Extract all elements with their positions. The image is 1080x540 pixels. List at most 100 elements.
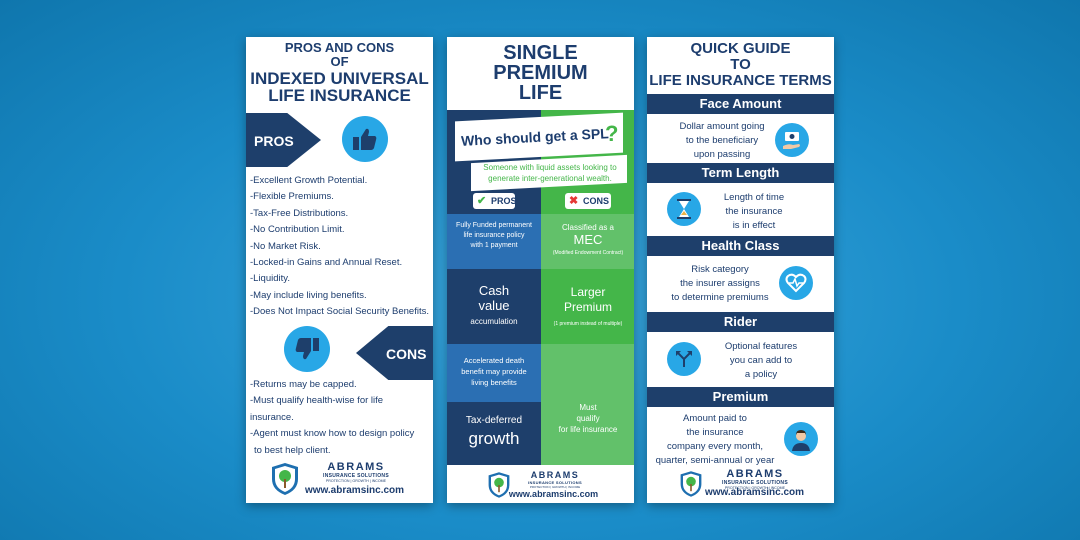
con-cell-line: for life insurance <box>558 425 618 434</box>
question-mark-icon: ? <box>605 121 619 146</box>
term-desc-line: the insurance <box>725 206 783 217</box>
con-cell-line: qualify <box>576 414 600 423</box>
check-icon: ✔ <box>477 195 487 207</box>
pros-item: -Does Not Impact Social Security Benefit… <box>250 306 429 318</box>
panel2-title: SINGLE PREMIUM LIFE <box>447 43 634 103</box>
pros-arrow-banner: PROS <box>246 113 321 167</box>
pro-cell-small: accumulation <box>470 317 518 326</box>
cons-item: insurance. <box>250 411 294 423</box>
panel2-title-line: LIFE <box>518 82 563 104</box>
logo-tagline: PROTECTION | GROWTH | INCOME <box>325 479 387 483</box>
arrows-split-icon <box>667 342 701 376</box>
term-desc-health-class: Risk category the insurer assigns to det… <box>657 263 783 305</box>
website-url: www.abramsinc.com <box>704 487 805 498</box>
logo-sub: INSURANCE SOLUTIONS <box>528 480 582 485</box>
logo-text: ABRAMS INSURANCE SOLUTIONS PROTECTION | … <box>709 469 801 491</box>
logo-sub: INSURANCE SOLUTIONS <box>323 473 389 479</box>
con-cell-1: Classified as a MEC (Modified Endowment … <box>541 214 634 269</box>
pros-list: -Excellent Growth Potential. -Flexible P… <box>250 173 429 321</box>
pros-item: -Excellent Growth Potential. <box>250 175 368 186</box>
term-bar-face-amount: Face Amount <box>647 94 834 114</box>
term-desc-line: Length of time <box>723 192 785 203</box>
pros-item: -Flexible Premiums. <box>250 191 334 203</box>
pro-cell-line: life insurance policy <box>463 232 525 239</box>
logo-name: ABRAMS <box>530 470 580 480</box>
con-cell-line: Classified as a <box>561 223 615 232</box>
con-cell-small: (Modified Endowment Contract) <box>552 250 624 256</box>
term-desc-line: the insurer assigns <box>680 278 760 289</box>
term-desc-line: the insurance <box>686 427 744 438</box>
term-desc-line: to determine premiums <box>671 292 769 303</box>
pros-cons-iul-panel: PROS AND CONS OF INDEXED UNIVERSAL LIFE … <box>246 37 433 503</box>
con-cell-small: (1 premium instead of multiple) <box>553 321 623 327</box>
logo-tagline: PROTECTION | GROWTH | INCOME <box>529 485 581 489</box>
hourglass-icon <box>667 192 701 226</box>
shield-tree-icon <box>272 463 298 495</box>
panel2-title-line: PREMIUM <box>493 62 588 84</box>
pro-cell-line: living benefits <box>471 378 517 387</box>
pro-cell-big: Cash <box>478 283 510 298</box>
panel3-title-line: QUICK GUIDE <box>690 40 791 57</box>
logo-name: ABRAMS <box>726 468 784 480</box>
term-desc-line: upon passing <box>693 149 751 160</box>
panel2-title-line: SINGLE <box>503 42 578 64</box>
pros-item: -May include living benefits. <box>250 289 367 301</box>
term-desc-face-amount: Dollar amount going to the beneficiary u… <box>667 120 777 162</box>
shield-tree-icon <box>680 471 702 497</box>
term-bar-rider: Rider <box>647 312 834 332</box>
pro-cell-line: Accelerated death <box>463 356 525 365</box>
pros-pill: ✔ PROS <box>473 193 517 209</box>
panel1-subtitle-line: OF <box>330 54 349 69</box>
term-desc-line: is in effect <box>732 220 776 231</box>
term-desc-line: company every month, <box>666 441 764 452</box>
panel1-title-line: LIFE INSURANCE <box>268 86 411 105</box>
panel3-title-line: LIFE INSURANCE TERMS <box>649 72 832 89</box>
pros-label: PROS <box>254 133 294 149</box>
pros-item: -Locked-in Gains and Annual Reset. <box>250 256 403 268</box>
pro-cell-3: Accelerated death benefit may provide li… <box>447 344 541 402</box>
panel1-subtitle: PROS AND CONS OF <box>246 41 433 69</box>
pros-pill-label: PROS <box>491 196 517 206</box>
term-desc-line: to the beneficiary <box>685 135 759 146</box>
term-desc-line: you can add to <box>729 355 793 366</box>
pro-cell-line: Tax-deferred <box>465 415 523 426</box>
thumbs-up-icon <box>342 116 388 162</box>
panel1-title-line: INDEXED UNIVERSAL <box>250 69 429 88</box>
cons-pill: ✖ CONS <box>565 193 611 209</box>
logo-text: ABRAMS INSURANCE SOLUTIONS PROTECTION | … <box>513 470 597 490</box>
panel3-title-line: TO <box>730 56 751 73</box>
term-desc-line: Dollar amount going <box>679 121 765 132</box>
term-bar-premium: Premium <box>647 387 834 407</box>
panel3-title: QUICK GUIDE TO LIFE INSURANCE TERMS <box>647 41 834 89</box>
con-cell-line: Must <box>579 403 597 412</box>
pro-cell-line: with 1 payment <box>470 242 518 249</box>
cons-item: to best help client. <box>254 444 331 456</box>
term-desc-line: a policy <box>744 369 778 380</box>
con-cell-big: Premium <box>563 300 612 314</box>
cons-list: -Returns may be capped. -Must qualify he… <box>250 377 414 459</box>
pro-cell-4: Tax-deferred growth <box>447 402 541 465</box>
cons-label: CONS <box>386 346 427 362</box>
pros-item: -Tax-Free Distributions. <box>250 207 349 219</box>
panel1-title: INDEXED UNIVERSAL LIFE INSURANCE <box>246 70 433 104</box>
pro-cell-big: growth <box>468 429 520 448</box>
term-desc-line: Amount paid to <box>683 413 747 424</box>
pro-cell-2: Cash value accumulation <box>447 269 541 344</box>
con-cell-4: Must qualify for life insurance <box>541 384 634 465</box>
pros-item: -No Contribution Limit. <box>250 224 345 236</box>
cross-icon: ✖ <box>569 195 579 207</box>
quick-guide-panel: QUICK GUIDE TO LIFE INSURANCE TERMS Face… <box>647 37 834 503</box>
cons-item: -Agent must know how to design policy <box>250 428 415 440</box>
cons-item: -Returns may be capped. <box>250 379 357 390</box>
term-bar-health-class: Health Class <box>647 236 834 256</box>
cons-item: -Must qualify health-wise for life <box>250 395 384 407</box>
abrams-logo: ABRAMS INSURANCE SOLUTIONS PROTECTION | … <box>246 462 433 502</box>
panel2-footer <box>447 465 634 503</box>
cons-arrow-banner: CONS <box>356 326 433 380</box>
con-cell-3 <box>541 344 634 384</box>
person-avatar-icon <box>784 422 818 456</box>
pro-cell-big: value <box>478 298 510 313</box>
logo-sub: INSURANCE SOLUTIONS <box>722 480 788 486</box>
term-desc-rider: Optional features you can add to a polic… <box>713 340 809 382</box>
money-hand-icon <box>775 123 809 157</box>
